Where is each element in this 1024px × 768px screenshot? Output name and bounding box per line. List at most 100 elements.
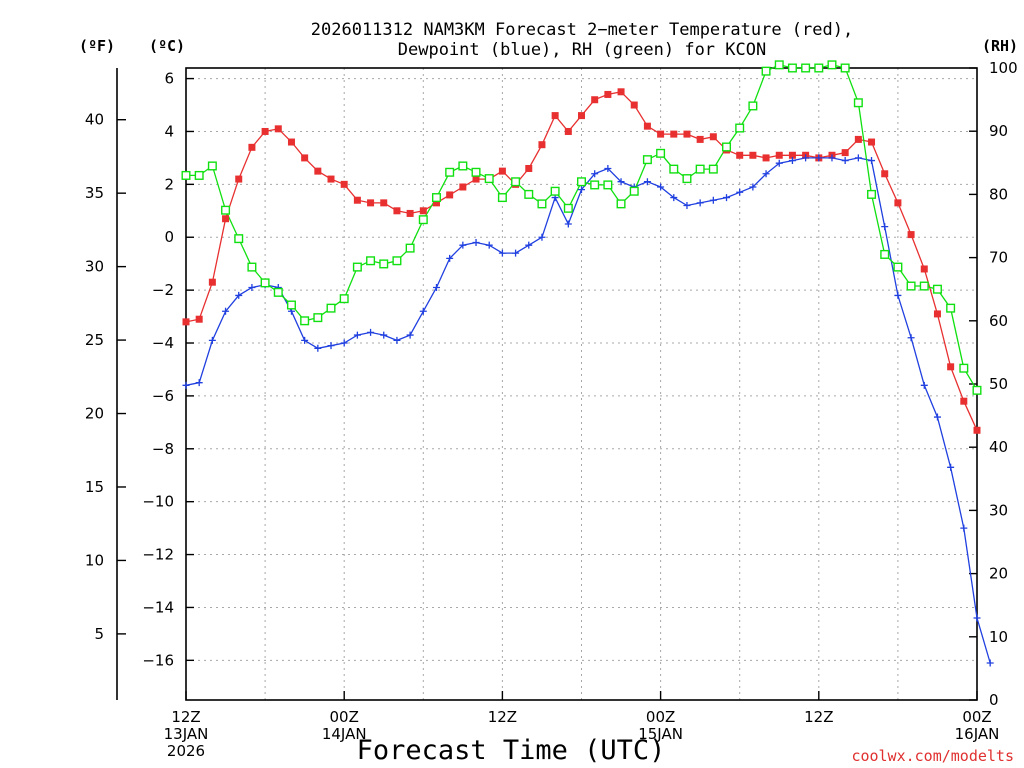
rh-tick-label: 50 bbox=[989, 375, 1008, 393]
temperature-point bbox=[749, 151, 757, 159]
dewpoint-point bbox=[828, 154, 836, 162]
dewpoint-point bbox=[591, 170, 599, 178]
rh-point bbox=[207, 161, 217, 171]
time-tick-label: 00Z bbox=[962, 708, 991, 726]
dewpoint-point bbox=[960, 524, 968, 532]
dewpoint-point bbox=[512, 249, 520, 257]
temperature-point bbox=[630, 101, 638, 109]
plot-frame bbox=[185, 67, 978, 701]
celsius-unit-label: (ºC) bbox=[149, 37, 185, 55]
rh-point bbox=[577, 177, 587, 187]
dewpoint-line bbox=[185, 157, 991, 664]
celsius-tick-label: 4 bbox=[164, 122, 174, 140]
celsius-tick-label: 2 bbox=[164, 175, 174, 193]
rh-point bbox=[339, 294, 349, 304]
rh-point bbox=[840, 63, 850, 73]
rh-point bbox=[484, 174, 494, 184]
dewpoint-point bbox=[749, 183, 757, 191]
temperature-point bbox=[393, 207, 401, 215]
rh-point bbox=[959, 363, 969, 373]
rh-point bbox=[313, 313, 323, 323]
temperature-point bbox=[617, 88, 625, 96]
rh-tick-label: 100 bbox=[989, 59, 1018, 77]
dewpoint-point bbox=[802, 154, 810, 162]
dewpoint-point bbox=[380, 331, 388, 339]
temperature-point bbox=[894, 199, 902, 207]
temperature-point bbox=[788, 151, 796, 159]
dewpoint-point bbox=[604, 164, 612, 172]
rh-tick-label: 20 bbox=[989, 565, 1008, 583]
temperature-point bbox=[933, 310, 941, 318]
rh-point bbox=[867, 189, 877, 199]
rh-point bbox=[906, 281, 916, 291]
rh-point bbox=[880, 249, 890, 259]
temperature-point bbox=[841, 149, 849, 157]
temperature-point bbox=[960, 397, 968, 405]
temperature-point bbox=[261, 127, 269, 135]
temperature-point bbox=[578, 112, 585, 120]
rh-tick-label: 10 bbox=[989, 628, 1008, 646]
temperature-point bbox=[868, 138, 876, 146]
tick-labels: 6420−2−4−6−8−10−12−14−164035302520151051… bbox=[85, 59, 1018, 760]
dewpoint-point bbox=[709, 196, 717, 204]
temperature-point bbox=[314, 167, 322, 175]
dewpoint-point bbox=[208, 336, 216, 344]
temperature-point bbox=[419, 207, 427, 215]
chart-title-line-1: 2026011312 NAM3KM Forecast 2−meter Tempe… bbox=[311, 20, 853, 40]
temperature-point bbox=[195, 315, 203, 323]
temperature-point bbox=[340, 180, 348, 188]
rh-point bbox=[893, 262, 903, 272]
rh-tick-label: 40 bbox=[989, 438, 1008, 456]
rh-point bbox=[748, 101, 758, 111]
time-tick-label: 00Z bbox=[646, 708, 675, 726]
fahrenheit-tick-label: 20 bbox=[85, 405, 104, 423]
dewpoint-point bbox=[683, 202, 691, 210]
rh-point bbox=[669, 164, 679, 174]
dewpoint-point bbox=[564, 220, 572, 228]
rh-point bbox=[273, 287, 283, 297]
dewpoint-point bbox=[881, 223, 889, 231]
fahrenheit-unit-label: (ºF) bbox=[79, 37, 115, 55]
temperature-point bbox=[353, 196, 361, 204]
celsius-tick-label: −6 bbox=[152, 387, 174, 405]
dewpoint-point bbox=[446, 254, 454, 262]
dewpoint-point bbox=[617, 178, 625, 186]
temperature-point bbox=[973, 426, 981, 434]
rh-point bbox=[260, 278, 270, 288]
dewpoint-point bbox=[353, 331, 361, 339]
temperature-point bbox=[459, 183, 467, 191]
temperature-point bbox=[287, 138, 295, 146]
celsius-tick-label: −14 bbox=[142, 598, 174, 616]
year-tick-label: 2026 bbox=[167, 742, 205, 760]
temperature-point bbox=[696, 135, 704, 143]
temperature-point bbox=[709, 133, 717, 141]
fahrenheit-tick-label: 35 bbox=[85, 184, 104, 202]
credit-label: coolwx.com/modelts bbox=[851, 747, 1014, 765]
dewpoint-point bbox=[367, 328, 375, 336]
dewpoint-point bbox=[248, 283, 256, 291]
rh-point bbox=[919, 281, 929, 291]
dewpoint-point bbox=[301, 336, 309, 344]
rh-point bbox=[511, 177, 521, 187]
rh-point bbox=[787, 63, 797, 73]
celsius-tick-label: −12 bbox=[142, 546, 174, 564]
rh-point bbox=[234, 234, 244, 244]
celsius-tick-label: −16 bbox=[142, 651, 174, 669]
celsius-tick-label: 6 bbox=[164, 70, 174, 88]
temperature-point bbox=[907, 231, 915, 239]
dewpoint-point bbox=[578, 186, 585, 194]
temperature-point bbox=[551, 112, 559, 120]
temperature-point bbox=[525, 164, 533, 172]
grid-lines bbox=[186, 68, 977, 700]
dewpoint-point bbox=[788, 157, 796, 165]
fahrenheit-tick-label: 30 bbox=[85, 258, 104, 276]
dewpoint-point bbox=[182, 381, 190, 389]
temperature-point bbox=[472, 175, 480, 183]
rh-point bbox=[656, 148, 666, 158]
dewpoint-point bbox=[643, 178, 651, 186]
temperature-point bbox=[591, 96, 599, 104]
rh-point bbox=[708, 164, 718, 174]
dewpoint-point bbox=[854, 154, 862, 162]
rh-point bbox=[537, 199, 547, 209]
